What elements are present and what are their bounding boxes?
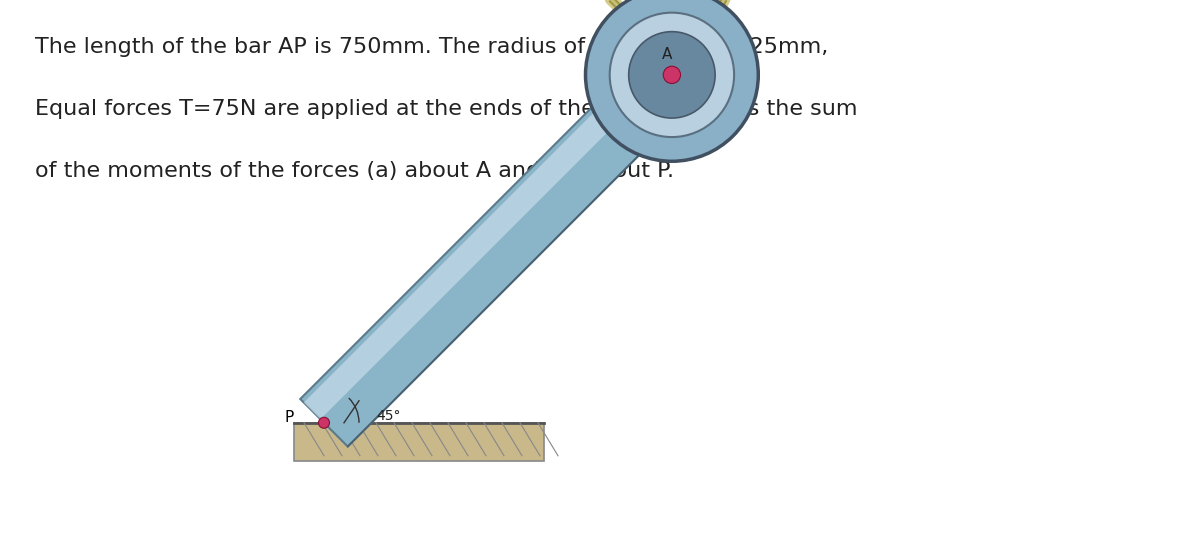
Text: Equal forces T=75N are applied at the ends of the cable. What is the sum: Equal forces T=75N are applied at the en… [35,99,858,119]
Circle shape [318,417,330,428]
Polygon shape [304,55,668,419]
Text: The length of the bar AP is 750mm. The radius of the pulley is 125mm,: The length of the bar AP is 750mm. The r… [35,37,828,57]
Text: of the moments of the forces (a) about A and (b) about P.: of the moments of the forces (a) about A… [35,161,674,181]
Circle shape [586,0,758,162]
Polygon shape [294,423,544,461]
Text: A: A [661,47,672,62]
Circle shape [664,66,680,83]
Circle shape [629,31,715,118]
Polygon shape [300,51,696,447]
Circle shape [610,12,734,137]
Text: P: P [284,410,294,425]
Text: 45°: 45° [376,409,401,423]
